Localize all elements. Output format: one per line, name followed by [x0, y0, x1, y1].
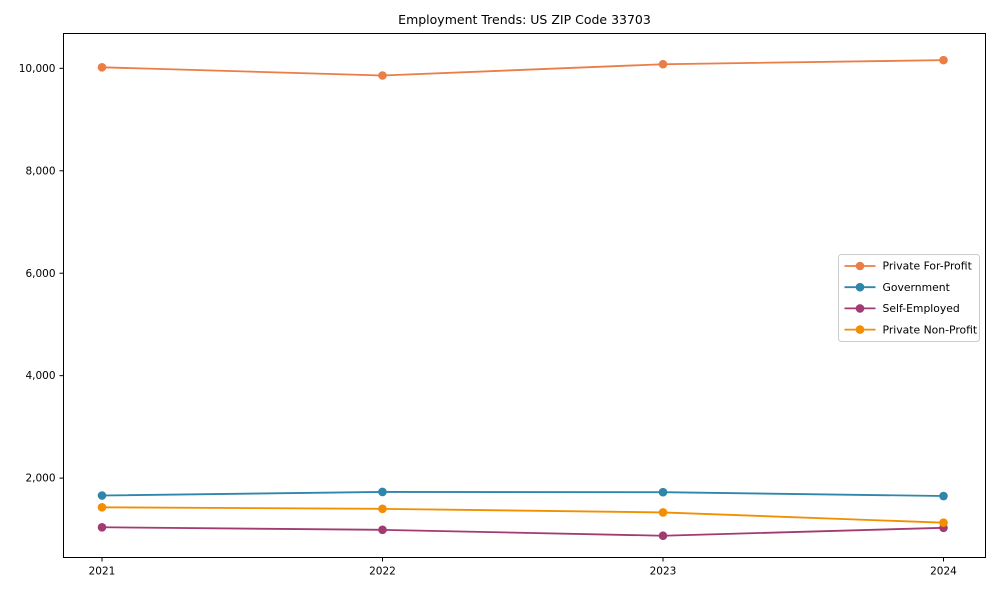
chart-title: Employment Trends: US ZIP Code 33703 [398, 12, 651, 27]
legend-label: Self-Employed [883, 302, 960, 315]
legend-item: Private Non-Profit [844, 323, 978, 336]
legend-box [838, 254, 980, 342]
legend-item: Self-Employed [844, 302, 960, 315]
legend-marker [855, 304, 865, 313]
series-self-employed [97, 522, 948, 541]
data-point [378, 487, 387, 497]
series-private-non-profit [97, 503, 948, 527]
y-tick-label: 8,000 [25, 165, 55, 177]
x-tick-label: 2021 [89, 566, 116, 578]
data-point [658, 508, 668, 517]
y-tick-label: 6,000 [25, 268, 55, 280]
x-tick-label: 2023 [650, 566, 677, 578]
x-axis: 2021 2022 2023 2024 [89, 557, 957, 578]
plot-border [63, 33, 986, 558]
data-point [97, 491, 107, 500]
legend-marker [855, 325, 865, 334]
series-line [101, 491, 944, 497]
data-point [97, 522, 107, 532]
data-point [378, 71, 387, 80]
series-line [101, 526, 944, 537]
series-private-for-profit [97, 55, 948, 80]
data-point [97, 503, 107, 512]
series-line [101, 506, 944, 524]
data-point [658, 487, 668, 497]
y-tick-label: 10,000 [19, 63, 56, 75]
data-point [939, 518, 948, 527]
series-line [101, 59, 944, 77]
y-tick-label: 2,000 [25, 473, 55, 485]
legend-marker [855, 261, 865, 271]
legend-item: Private For-Profit [844, 260, 972, 273]
data-point [658, 531, 668, 541]
legend: Private For-Profit Government Self-Employe… [838, 254, 980, 342]
legend-marker [855, 282, 865, 292]
y-tick-label: 4,000 [25, 370, 55, 382]
legend-label: Private For-Profit [883, 260, 972, 273]
legend-item: Government [844, 281, 950, 294]
data-point [658, 59, 668, 69]
data-point [939, 55, 948, 65]
data-point [97, 63, 107, 72]
series-government [97, 487, 948, 501]
legend-label: Private Non-Profit [883, 323, 978, 336]
x-tick-label: 2024 [930, 566, 957, 578]
data-point [939, 491, 948, 501]
data-point [378, 504, 387, 514]
x-tick-label: 2022 [369, 566, 396, 578]
y-axis: 2,000 4,000 6,000 8,000 10,000 [19, 63, 64, 485]
data-point [378, 525, 387, 535]
legend-label: Government [883, 281, 950, 294]
